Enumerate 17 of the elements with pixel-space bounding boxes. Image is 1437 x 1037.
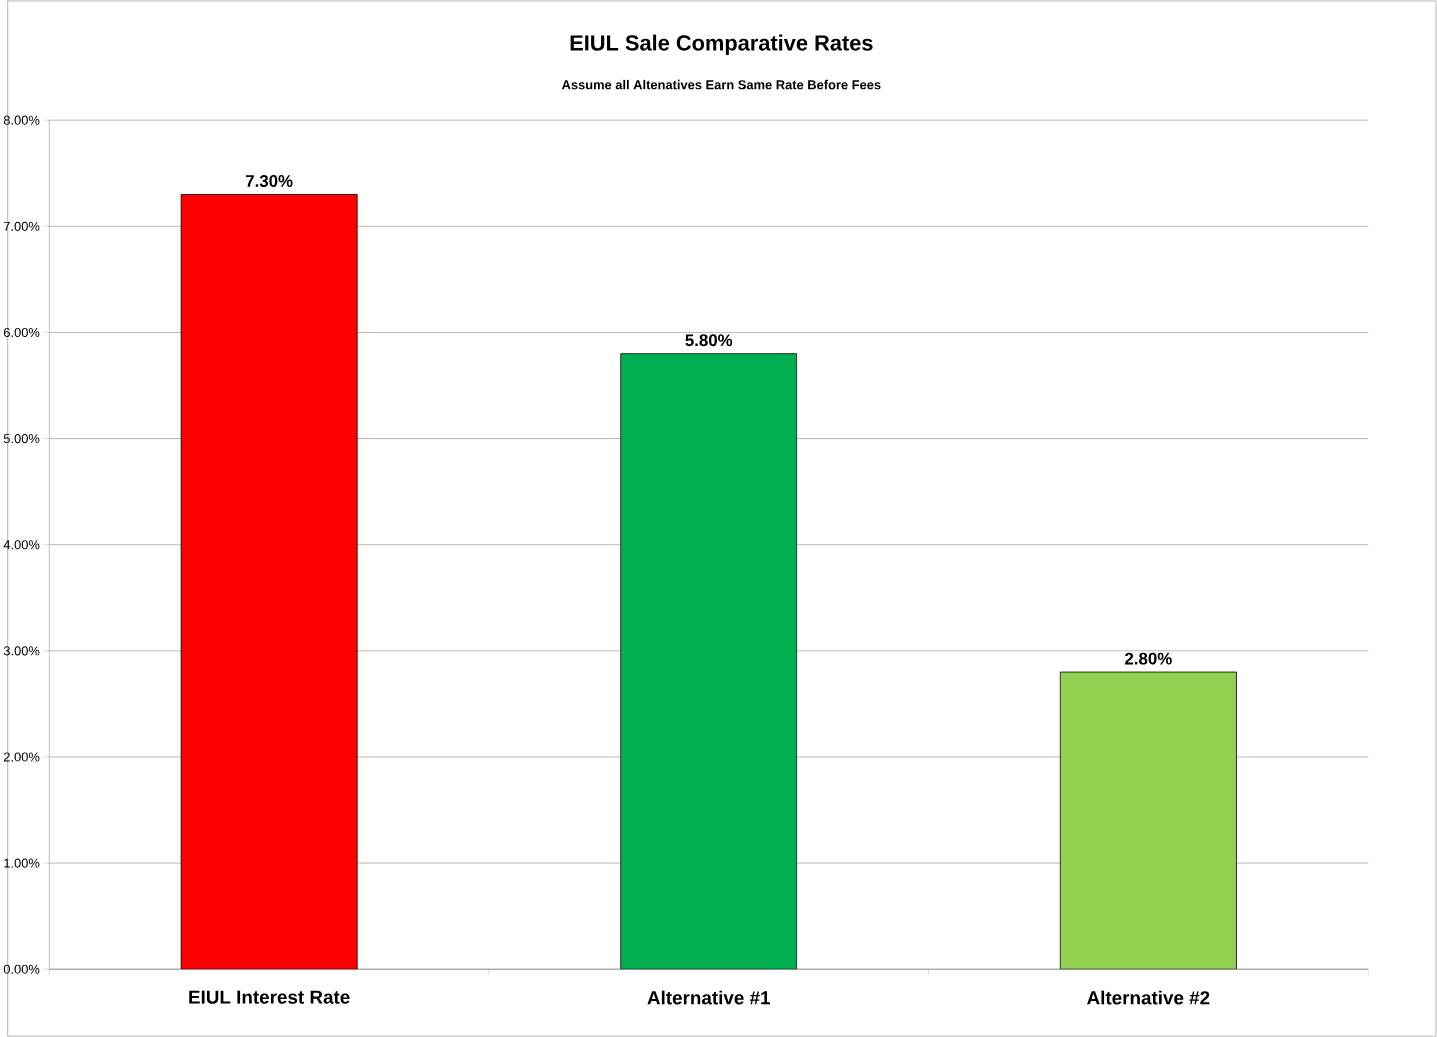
- x-tick-label: EIUL Interest Rate: [189, 990, 350, 1004]
- y-tick-label: 1.00%: [4, 858, 40, 868]
- data-label: 5.80%: [685, 334, 733, 347]
- y-tick-label: 2.00%: [3, 752, 40, 762]
- data-label: 7.30%: [245, 174, 293, 187]
- chart-title: EIUL Sale Comparative Rates: [570, 34, 873, 55]
- y-tick-label: 8.00%: [3, 115, 40, 125]
- x-tick-label: Alternative #1: [647, 990, 770, 1005]
- y-tick-label: 5.00%: [3, 433, 40, 444]
- y-tick-label: 7.00%: [3, 221, 40, 231]
- y-tick-label: 3.00%: [3, 646, 40, 656]
- data-label: 2.80%: [1125, 652, 1172, 665]
- y-tick-label: 0.00%: [3, 964, 40, 974]
- x-tick-label: Alternative #2: [1087, 990, 1210, 1005]
- y-tick-label: 4.00%: [3, 540, 40, 550]
- y-tick-label: 6.00%: [3, 327, 40, 337]
- chart-subtitle: Assume all Altenatives Earn Same Rate Before Fees: [561, 79, 881, 90]
